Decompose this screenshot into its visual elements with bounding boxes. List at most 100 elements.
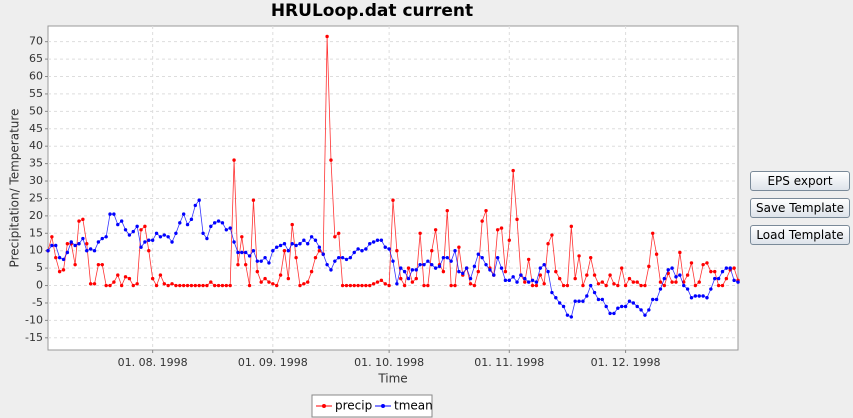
data-point bbox=[371, 282, 376, 286]
data-point bbox=[201, 231, 205, 235]
data-point bbox=[116, 222, 120, 227]
data-point bbox=[515, 280, 519, 284]
x-tick-label: 01. 11. 1998 bbox=[474, 356, 544, 369]
data-point bbox=[538, 273, 543, 277]
button[interactable]: EPS export bbox=[750, 171, 850, 191]
data-point bbox=[476, 252, 480, 256]
data-point bbox=[383, 282, 387, 286]
data-point bbox=[399, 266, 403, 270]
legend-marker bbox=[322, 404, 326, 408]
data-point bbox=[325, 262, 329, 267]
data-point bbox=[395, 249, 399, 253]
data-point bbox=[647, 264, 651, 269]
data-point bbox=[488, 268, 492, 272]
data-point bbox=[406, 276, 411, 281]
data-point bbox=[457, 245, 461, 249]
data-point bbox=[476, 269, 480, 274]
data-point bbox=[302, 238, 306, 242]
data-point bbox=[596, 282, 601, 286]
data-point bbox=[503, 278, 508, 283]
data-point bbox=[445, 208, 449, 213]
data-point bbox=[309, 235, 314, 239]
data-point bbox=[542, 262, 546, 267]
data-point bbox=[57, 269, 62, 274]
data-point bbox=[395, 282, 399, 286]
data-point bbox=[422, 283, 426, 288]
data-point bbox=[212, 283, 217, 288]
data-point bbox=[298, 242, 302, 246]
data-point bbox=[592, 273, 597, 277]
data-point bbox=[414, 276, 418, 281]
data-point bbox=[565, 313, 570, 317]
data-point bbox=[65, 250, 70, 255]
button[interactable]: Load Template bbox=[750, 225, 850, 245]
data-point bbox=[197, 283, 201, 288]
data-point bbox=[530, 278, 535, 283]
data-point bbox=[220, 221, 225, 225]
data-point bbox=[46, 249, 50, 253]
data-point bbox=[484, 208, 488, 213]
data-point bbox=[271, 249, 275, 253]
legend-label: tmean bbox=[394, 399, 433, 413]
data-point bbox=[54, 255, 58, 260]
data-point bbox=[290, 242, 294, 246]
data-point bbox=[623, 304, 628, 309]
data-point bbox=[154, 283, 159, 288]
data-point bbox=[441, 255, 446, 260]
data-point bbox=[259, 259, 263, 263]
data-point bbox=[620, 266, 624, 270]
data-point bbox=[523, 280, 527, 284]
data-point bbox=[585, 273, 589, 277]
data-point bbox=[534, 280, 539, 284]
data-point bbox=[472, 283, 477, 288]
data-point bbox=[178, 283, 182, 288]
legend-label: precip bbox=[335, 399, 372, 413]
data-point bbox=[147, 238, 151, 242]
data-point bbox=[410, 280, 415, 284]
data-point bbox=[77, 242, 81, 246]
data-point bbox=[356, 247, 360, 251]
button[interactable]: Save Template bbox=[750, 198, 850, 218]
data-point bbox=[271, 282, 275, 286]
data-point bbox=[127, 276, 132, 281]
data-point bbox=[426, 259, 430, 263]
data-point bbox=[119, 283, 124, 288]
data-point bbox=[519, 273, 523, 277]
data-point bbox=[81, 217, 85, 222]
data-point bbox=[57, 255, 62, 260]
data-point bbox=[368, 242, 372, 246]
y-tick-label: 55 bbox=[29, 87, 43, 100]
data-point bbox=[197, 198, 201, 202]
data-point bbox=[546, 269, 550, 274]
data-point bbox=[340, 255, 345, 260]
data-point bbox=[375, 280, 380, 284]
y-tick-label: 10 bbox=[29, 244, 43, 257]
data-point bbox=[604, 283, 608, 288]
data-point bbox=[73, 243, 77, 248]
data-point bbox=[600, 297, 605, 302]
data-point bbox=[275, 283, 279, 288]
data-point bbox=[162, 282, 166, 286]
data-point bbox=[643, 283, 647, 288]
data-point bbox=[123, 228, 128, 232]
data-point bbox=[278, 243, 283, 248]
data-point bbox=[689, 296, 694, 300]
data-point bbox=[170, 282, 174, 286]
data-point bbox=[348, 283, 353, 288]
y-tick-label: 15 bbox=[29, 226, 43, 239]
data-point bbox=[573, 276, 577, 281]
data-point bbox=[333, 259, 337, 263]
data-point bbox=[600, 280, 605, 284]
data-point bbox=[391, 259, 395, 263]
data-point bbox=[360, 283, 364, 288]
data-point bbox=[523, 276, 527, 281]
data-point bbox=[453, 283, 457, 288]
data-point bbox=[627, 299, 632, 303]
data-point bbox=[216, 283, 221, 288]
data-point bbox=[162, 233, 166, 237]
data-point bbox=[709, 287, 713, 291]
data-point bbox=[716, 283, 721, 288]
data-point bbox=[732, 278, 736, 283]
data-point bbox=[588, 255, 593, 260]
